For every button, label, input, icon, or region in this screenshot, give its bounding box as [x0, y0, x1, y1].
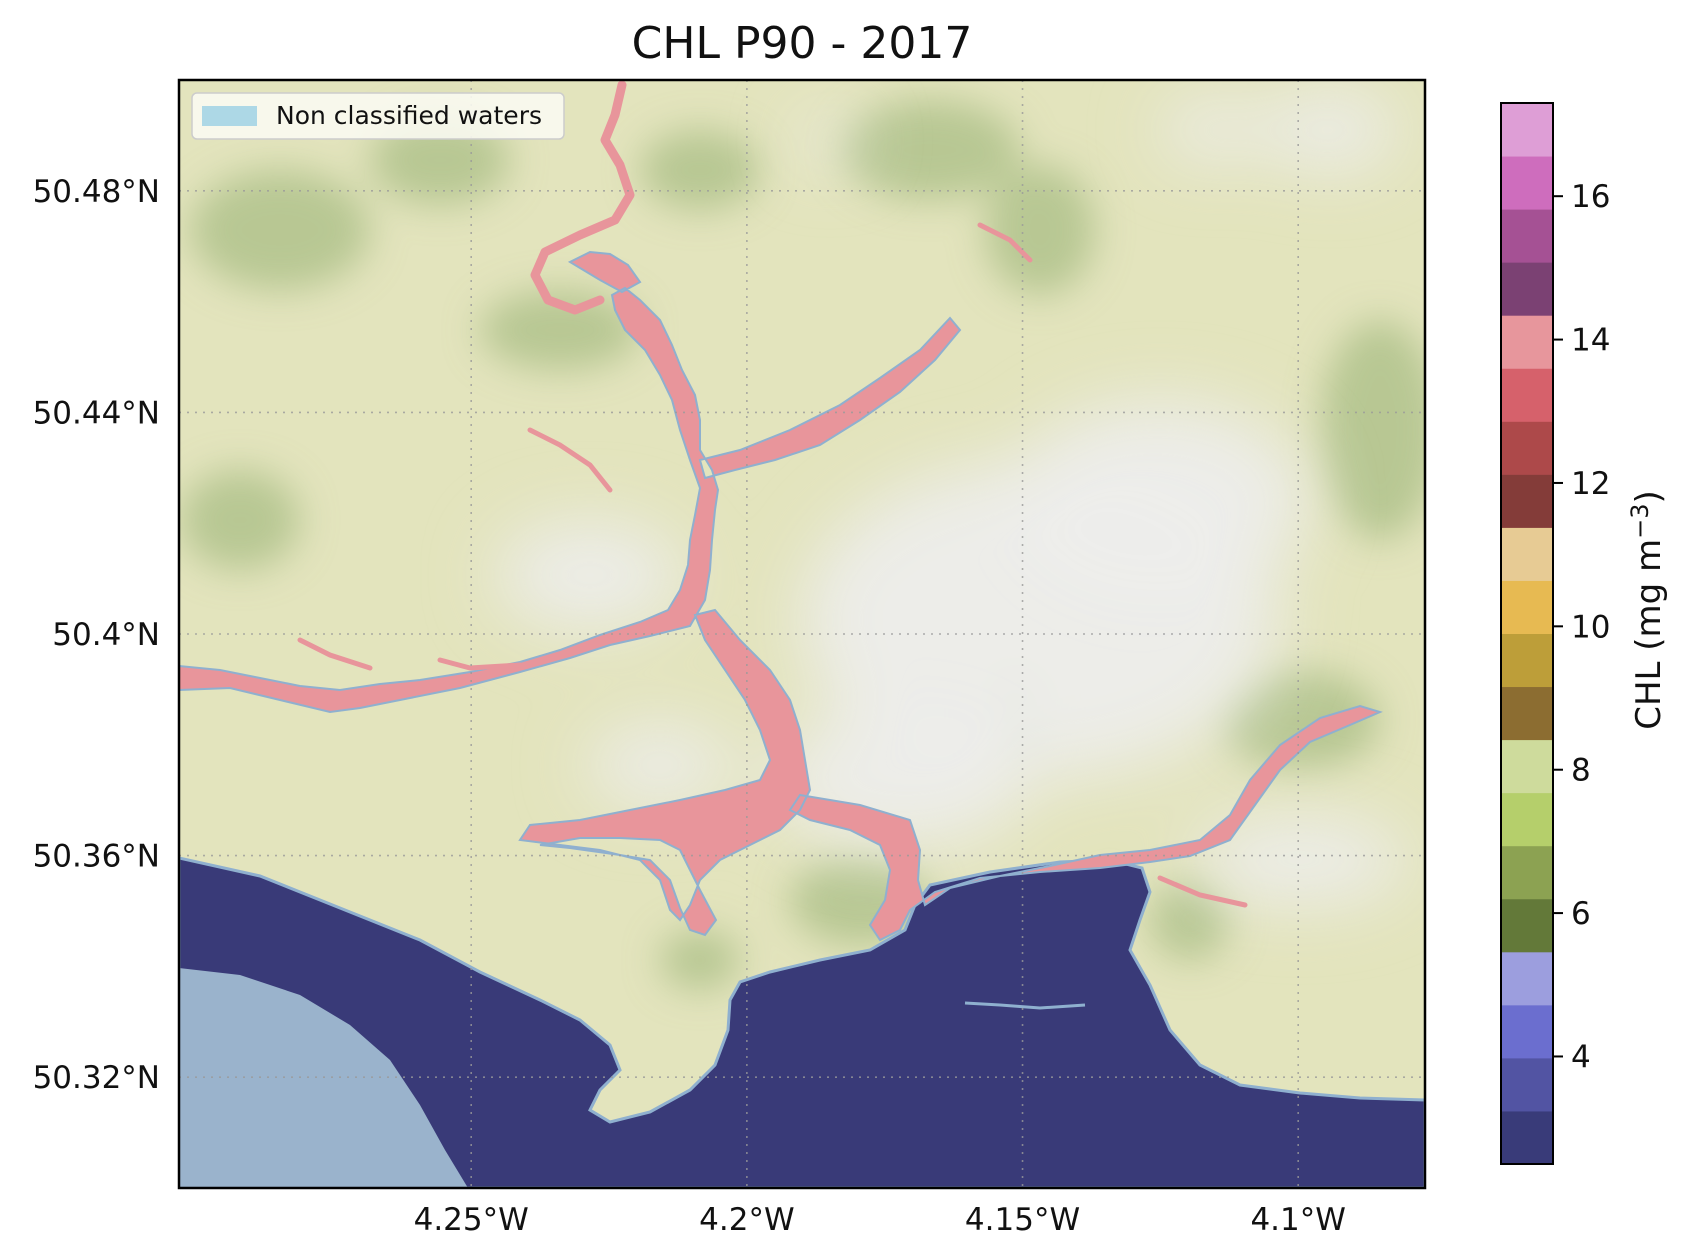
colorbar-tick-label: 16: [1571, 179, 1610, 215]
non-classified-waters: [179, 968, 468, 1188]
lat-tick-label: 50.44°N: [33, 395, 160, 431]
colorbar-segment: [1501, 527, 1553, 581]
colorbar-segment: [1501, 580, 1553, 634]
colorbar-segment: [1501, 156, 1553, 210]
colorbar-segment: [1501, 421, 1553, 475]
legend: Non classified waters: [191, 92, 565, 140]
colorbar-segment: [1501, 845, 1553, 900]
lat-tick-label: 50.4°N: [52, 617, 160, 653]
colorbar: 4 6 8 10 12 14 16 CHL (mg m−3): [1500, 102, 1669, 1165]
legend-swatch: [202, 106, 257, 126]
map-frame: [177, 78, 1427, 1190]
colorbar-label: CHL (mg m−3): [1626, 490, 1669, 730]
colorbar-tick-label: 12: [1571, 466, 1610, 502]
colorbar-ticks: 4 6 8 10 12 14 16: [1553, 179, 1610, 1075]
colorbar-tick-label: 6: [1571, 896, 1591, 932]
estuary-chl-area: [179, 250, 1383, 942]
terrain-highland: [495, 90, 1410, 905]
colorbar-segment: [1501, 686, 1553, 741]
sea-area: [179, 856, 1425, 1188]
lat-tick-label: 50.48°N: [33, 174, 160, 210]
colorbar-tick-label: 4: [1571, 1039, 1591, 1075]
colorbar-segment: [1501, 209, 1553, 263]
lon-tick-label: 4.2°W: [699, 1202, 794, 1238]
lon-tick-label: 4.1°W: [1250, 1202, 1345, 1238]
lat-tick-label: 50.32°N: [33, 1060, 160, 1096]
colorbar-segments: [1501, 103, 1553, 1165]
colorbar-tick-label: 10: [1571, 609, 1610, 645]
colorbar-label-main: CHL (mg m: [1629, 539, 1669, 730]
lat-axis: 50.48°N 50.44°N 50.4°N 50.36°N 50.32°N: [33, 174, 160, 1096]
colorbar-segment: [1501, 951, 1553, 1006]
lon-axis: 4.25°W 4.2°W 4.15°W 4.1°W: [414, 1202, 1346, 1238]
gridlines: [179, 80, 1425, 1188]
colorbar-segment: [1501, 262, 1553, 316]
legend-label: Non classified waters: [276, 101, 542, 130]
legend-box: [191, 92, 565, 140]
colorbar-segment: [1501, 315, 1553, 369]
colorbar-label-superscript: −3: [1626, 503, 1654, 538]
colorbar-segment: [1501, 1004, 1553, 1059]
colorbar-segment: [1501, 474, 1553, 528]
colorbar-segment: [1501, 739, 1553, 794]
sea-waterline: [964, 1001, 1086, 1010]
map-title: CHL P90 - 2017: [632, 18, 973, 69]
upper-river: [530, 80, 635, 315]
lon-tick-label: 4.15°W: [965, 1202, 1080, 1238]
colorbar-label-close: ): [1629, 490, 1669, 503]
colorbar-frame: [1500, 102, 1554, 1165]
lat-tick-label: 50.36°N: [33, 839, 160, 875]
map-panel: [179, 80, 1425, 1188]
colorbar-segment: [1501, 792, 1553, 847]
colorbar-segment: [1501, 898, 1553, 953]
colorbar-segment: [1501, 633, 1553, 688]
lon-tick-label: 4.25°W: [414, 1202, 529, 1238]
tributaries: [297, 222, 1248, 908]
colorbar-segment: [1501, 368, 1553, 422]
colorbar-segment: [1501, 1057, 1553, 1112]
colorbar-tick-label: 8: [1571, 753, 1591, 789]
colorbar-tick-label: 14: [1571, 323, 1610, 359]
colorbar-segment: [1501, 103, 1553, 157]
colorbar-segment: [1501, 1110, 1553, 1165]
